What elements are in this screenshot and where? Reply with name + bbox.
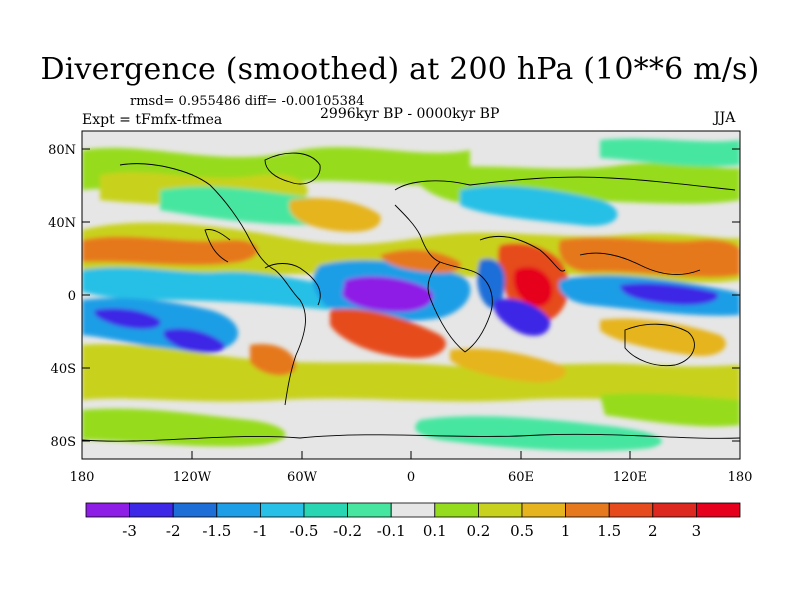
colorbar-swatch — [434, 502, 479, 518]
colorbar-label: 1 — [561, 522, 571, 540]
colorbar-label: -0.2 — [333, 522, 362, 540]
lon-label-120w: 120W — [173, 470, 212, 485]
colorbar-label: 2 — [648, 522, 658, 540]
colorbar-swatch — [216, 502, 261, 518]
lat-label-80s: 80S — [51, 435, 76, 450]
field-patch — [558, 237, 740, 278]
colorbar-label: -1 — [253, 522, 268, 540]
field-patch — [250, 344, 296, 376]
field-patch — [342, 276, 434, 312]
lon-labels: 180 120W 60W 0 60E 120E 180 — [70, 470, 753, 485]
colorbar: -3 -2 -1.5 -1 -0.5 -0.2 -0.1 0.1 0.2 0.5 1 1.5 2 3 — [85, 502, 741, 540]
lon-label-180e: 180 — [728, 470, 753, 485]
coastline-africa — [394, 204, 493, 353]
field-patch — [94, 308, 161, 330]
coastlines — [82, 152, 740, 442]
colorbar-label: 0.5 — [510, 522, 534, 540]
colorbar-label: -0.5 — [290, 522, 319, 540]
colorbar-swatch — [347, 502, 392, 518]
lat-label-80n: 80N — [48, 143, 76, 158]
colorbar-label: 0.1 — [423, 522, 447, 540]
colorbar-swatch — [129, 502, 174, 518]
coastline-arabia-india — [479, 235, 566, 272]
lon-label-120e: 120E — [613, 470, 647, 485]
experiment-label: Expt = tFmfx-tfmea — [82, 112, 223, 128]
season-label: JJA — [714, 110, 736, 126]
colorbar-label: -2 — [166, 522, 181, 540]
colorbar-swatch — [303, 502, 348, 518]
colorbar-label: 0.2 — [466, 522, 490, 540]
lat-ticks — [82, 148, 740, 442]
colorbar-label: -3 — [122, 522, 137, 540]
coastline-eurasia-north — [394, 176, 736, 191]
lon-label-180w: 180 — [70, 470, 95, 485]
lon-label-0: 0 — [407, 470, 415, 485]
field-patch — [477, 258, 505, 309]
colorbar-swatch — [259, 502, 305, 518]
colorbar-swatch — [477, 502, 523, 518]
lon-label-60e: 60E — [508, 470, 534, 485]
colorbar-label: 3 — [692, 522, 702, 540]
colorbar-label: 1.5 — [597, 522, 621, 540]
field-patch — [450, 348, 566, 383]
stats-label: rmsd= 0.955486 diff= -0.00105384 — [130, 94, 365, 109]
divergence-field — [82, 131, 740, 459]
coastline-antarctica — [82, 433, 740, 442]
lat-labels: 80N 40N 0 40S 80S — [48, 143, 76, 450]
field-patch — [513, 266, 553, 307]
coastline-australia — [624, 323, 695, 367]
field-patch — [82, 236, 259, 266]
colorbar-swatch — [696, 502, 741, 518]
chart-title: Divergence (smoothed) at 200 hPa (10**6 … — [40, 52, 760, 87]
lon-label-60w: 60W — [287, 470, 318, 485]
field-patch — [163, 328, 225, 353]
lon-ticks — [81, 451, 741, 459]
field-patch — [82, 343, 740, 402]
colorbar-label: -1.5 — [202, 522, 231, 540]
field-patch — [415, 416, 662, 451]
field-patch — [620, 283, 719, 306]
field-patch — [493, 298, 551, 336]
coastline-southeast-asia — [579, 252, 701, 275]
colorbar-swatch — [172, 502, 218, 518]
field-patch — [600, 138, 740, 167]
colorbar-swatch — [521, 502, 566, 518]
coastline-africa-west — [427, 261, 466, 353]
colorbar-label: -0.1 — [377, 522, 406, 540]
colorbar-swatch — [565, 502, 610, 518]
colorbar-swatch — [390, 502, 436, 518]
coastline-americas — [119, 163, 306, 406]
colorbar-swatch — [608, 502, 654, 518]
coastline-greenland — [264, 152, 321, 185]
lat-label-40s: 40S — [51, 362, 76, 377]
field-patch — [330, 309, 446, 359]
coastline-south-america-north — [264, 263, 321, 306]
coastline-central-america — [204, 229, 231, 263]
colorbar-swatch — [85, 502, 130, 518]
colorbar-swatch — [652, 502, 697, 518]
field-patch — [600, 393, 740, 427]
field-patch — [380, 249, 461, 273]
period-label: 2996kyr BP - 0000kyr BP — [320, 106, 500, 122]
lat-label-40n: 40N — [48, 216, 76, 231]
lat-label-0: 0 — [68, 289, 76, 304]
field-patch — [460, 185, 618, 226]
field-patch — [289, 198, 381, 232]
